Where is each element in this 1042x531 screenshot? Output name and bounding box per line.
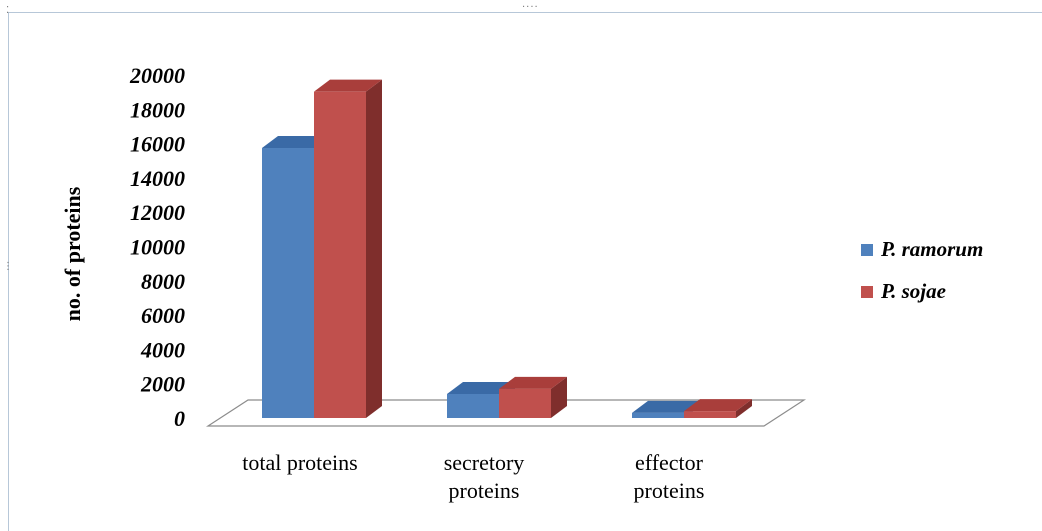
bar-front-face xyxy=(447,393,499,418)
bar-front-face xyxy=(262,148,314,418)
y-tick-label: 16000 xyxy=(130,132,185,157)
bar-top-face xyxy=(632,400,700,413)
bar-front-face xyxy=(499,388,551,418)
x-tick-label: total proteins xyxy=(242,450,357,475)
bar xyxy=(684,399,752,418)
x-tick-label: proteins xyxy=(449,478,520,503)
bar-top-face xyxy=(684,399,752,412)
y-tick-label: 2000 xyxy=(140,372,185,397)
bar-top-face xyxy=(262,136,330,149)
y-axis: 2000018000160001400012000100008000600040… xyxy=(129,63,185,431)
y-tick-label: 14000 xyxy=(130,166,185,191)
bar-top-face xyxy=(447,381,515,394)
y-tick-label: 0 xyxy=(174,406,185,431)
bar-front-face xyxy=(684,411,736,418)
legend-item: P. sojae xyxy=(861,279,946,303)
bar-side-face xyxy=(551,376,567,418)
bar xyxy=(314,79,382,418)
legend-swatch xyxy=(861,244,873,256)
y-tick-label: 20000 xyxy=(129,63,185,88)
bars xyxy=(262,79,752,418)
legend-swatch xyxy=(861,286,873,298)
legend-label: P. ramorum xyxy=(880,237,983,261)
bar-front-face xyxy=(632,412,684,418)
x-tick-label: secretory xyxy=(444,450,525,475)
y-tick-label: 18000 xyxy=(130,97,185,122)
bar-top-face xyxy=(499,376,567,389)
x-tick-label: proteins xyxy=(634,478,705,503)
legend: P. ramorum P. sojae xyxy=(861,237,983,303)
legend-item: P. ramorum xyxy=(861,237,983,261)
bar xyxy=(499,376,567,418)
resize-handle-top-icon[interactable]: ···· xyxy=(522,2,539,13)
x-tick-label: effector xyxy=(635,450,704,475)
frame-left-border xyxy=(8,12,9,531)
frame-top-border xyxy=(8,12,1042,13)
bar-front-face xyxy=(314,91,366,418)
bar-top-face xyxy=(314,79,382,92)
resize-handle-corner-icon[interactable]: ⁚ xyxy=(6,5,11,16)
y-axis-label: no. of proteins xyxy=(60,186,85,321)
resize-handle-left-icon[interactable]: ⋮ xyxy=(3,261,14,272)
bar-side-face xyxy=(736,399,752,418)
y-tick-label: 8000 xyxy=(141,269,185,294)
y-tick-label: 12000 xyxy=(130,200,185,225)
x-axis: total proteins secretory proteins effector p… xyxy=(242,450,704,503)
y-tick-label: 10000 xyxy=(130,235,185,260)
y-tick-label: 4000 xyxy=(140,337,185,362)
bar-side-face xyxy=(366,79,382,418)
legend-label: P. sojae xyxy=(880,279,946,303)
y-tick-label: 6000 xyxy=(141,303,185,328)
